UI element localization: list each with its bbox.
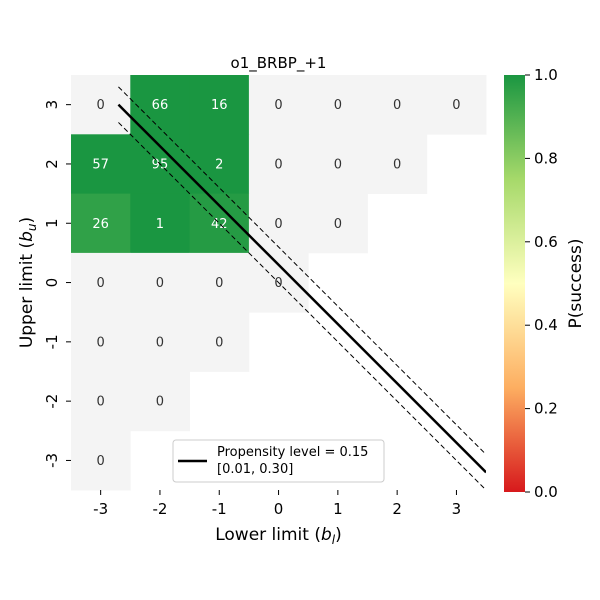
heatmap-cell bbox=[248, 75, 309, 135]
heatmap-cell-label: 0 bbox=[334, 98, 342, 113]
heatmap-cell-label: 0 bbox=[156, 276, 164, 291]
heatmap-cell-label: 0 bbox=[97, 276, 105, 291]
heatmap-cell-label: 0 bbox=[452, 98, 460, 113]
colorbar-ticks: 0.0 0.2 0.4 0.6 0.8 1.0 bbox=[525, 66, 558, 501]
propensity-lower-dashed-line bbox=[118, 122, 486, 490]
heatmap-cell bbox=[367, 134, 428, 194]
heatmap-cell-label: 0 bbox=[97, 335, 105, 350]
colorbar: 0.0 0.2 0.4 0.6 0.8 1.0 P(success) bbox=[504, 66, 586, 501]
heatmap-cell-label: 0 bbox=[393, 157, 401, 172]
y-tick-label: 1 bbox=[43, 218, 61, 228]
heatmap-cell-label: 0 bbox=[274, 98, 282, 113]
heatmap-cell bbox=[130, 312, 190, 372]
heatmap-cell-label: 1 bbox=[156, 217, 164, 232]
x-tick-label: 2 bbox=[392, 500, 402, 518]
heatmap-cell bbox=[189, 312, 250, 372]
y-axis-ticks: 3 2 1 0 -1 -2 -3 bbox=[43, 100, 71, 468]
legend-interval-label: [0.01, 0.30] bbox=[217, 462, 293, 477]
legend-box bbox=[172, 439, 385, 483]
x-tick-label: -1 bbox=[212, 500, 227, 518]
heatmap-cell bbox=[130, 252, 190, 313]
heatmap-cell-label: 0 bbox=[334, 157, 342, 172]
colorbar-tick-label: 1.0 bbox=[534, 66, 558, 84]
colorbar-gradient bbox=[504, 75, 525, 492]
heatmap-cell bbox=[71, 193, 131, 254]
colorbar-tick-label: 0.6 bbox=[534, 233, 558, 251]
heatmap-cell bbox=[71, 371, 131, 432]
chart-title: o1_BRBP_+1 bbox=[231, 54, 327, 73]
heatmap-cell-label: 0 bbox=[97, 395, 105, 410]
heatmap-cell bbox=[189, 75, 250, 135]
y-tick-label: -3 bbox=[43, 453, 61, 468]
heatmap-cell bbox=[189, 252, 250, 313]
heatmap-cell-label: 16 bbox=[211, 98, 228, 113]
colorbar-tick-label: 0.4 bbox=[534, 316, 558, 334]
y-axis-label: Upper limit (bu) bbox=[17, 217, 39, 348]
colorbar-tick-label: 0.0 bbox=[534, 483, 558, 501]
heatmap-cell-label: 0 bbox=[215, 335, 223, 350]
heatmap-cell-label: 0 bbox=[334, 217, 342, 232]
legend-propensity-label: Propensity level = 0.15 bbox=[217, 445, 368, 460]
x-tick-label: 0 bbox=[274, 500, 284, 518]
heatmap-cell-label: 0 bbox=[215, 276, 223, 291]
heatmap-cell-label: 0 bbox=[97, 98, 105, 113]
heatmap-cell bbox=[71, 312, 131, 372]
x-tick-label: 1 bbox=[333, 500, 343, 518]
heatmap-cell bbox=[308, 134, 368, 194]
y-tick-label: 2 bbox=[43, 159, 61, 169]
propensity-center-line bbox=[117, 103, 486, 474]
heatmap-cell bbox=[308, 193, 368, 254]
colorbar-tick-label: 0.2 bbox=[534, 400, 558, 418]
heatmap-cell bbox=[71, 252, 131, 313]
heatmap-cell-label: 0 bbox=[156, 335, 164, 350]
heatmap-cell-label: 0 bbox=[274, 157, 282, 172]
legend: Propensity level = 0.15 [0.01, 0.30] bbox=[172, 439, 385, 483]
x-axis-label: Lower limit (bl) bbox=[215, 525, 342, 547]
y-tick-label: -2 bbox=[43, 394, 61, 409]
heatmap-cell bbox=[248, 134, 309, 194]
heatmap-cell-label: 0 bbox=[274, 276, 282, 291]
x-axis-ticks: -3 -2 -1 0 1 2 3 bbox=[93, 490, 461, 518]
y-tick-label: 3 bbox=[43, 100, 61, 110]
propensity-upper-dashed-line bbox=[118, 86, 486, 455]
x-tick-label: -3 bbox=[93, 500, 108, 518]
heatmap-cell-label: 0 bbox=[97, 454, 105, 469]
heatmap-cell-label: 0 bbox=[274, 217, 282, 232]
colorbar-tick-label: 0.8 bbox=[534, 149, 558, 167]
heatmap-cell-label: 2 bbox=[215, 157, 223, 172]
heatmap-cell bbox=[308, 75, 368, 135]
heatmap-cell-label: 0 bbox=[156, 395, 164, 410]
heatmap-cell-label: 57 bbox=[92, 157, 109, 172]
heatmap-cell-label: 0 bbox=[393, 98, 401, 113]
colorbar-label: P(success) bbox=[566, 238, 586, 328]
heatmap-cell bbox=[71, 134, 131, 194]
heatmap-cell bbox=[426, 75, 487, 135]
heatmap-cell-label: 42 bbox=[211, 217, 228, 232]
propensity-lines bbox=[117, 86, 486, 490]
heatmap-cell-label: 26 bbox=[92, 217, 109, 232]
heatmap-cell bbox=[71, 430, 131, 491]
heatmap-cell bbox=[130, 371, 190, 432]
y-tick-label: -1 bbox=[43, 334, 61, 349]
heatmap-cells: 0 66 16 0 0 0 057 95 2 0 0 026 1 42 0 00 0 0 00 0 00 00 bbox=[71, 75, 487, 491]
heatmap-cell-label: 66 bbox=[152, 98, 169, 113]
y-tick-label: 0 bbox=[43, 278, 61, 288]
heatmap-cell bbox=[130, 193, 190, 254]
x-tick-label: -2 bbox=[152, 500, 167, 518]
x-tick-label: 3 bbox=[452, 500, 462, 518]
heatmap-cell bbox=[367, 75, 428, 135]
